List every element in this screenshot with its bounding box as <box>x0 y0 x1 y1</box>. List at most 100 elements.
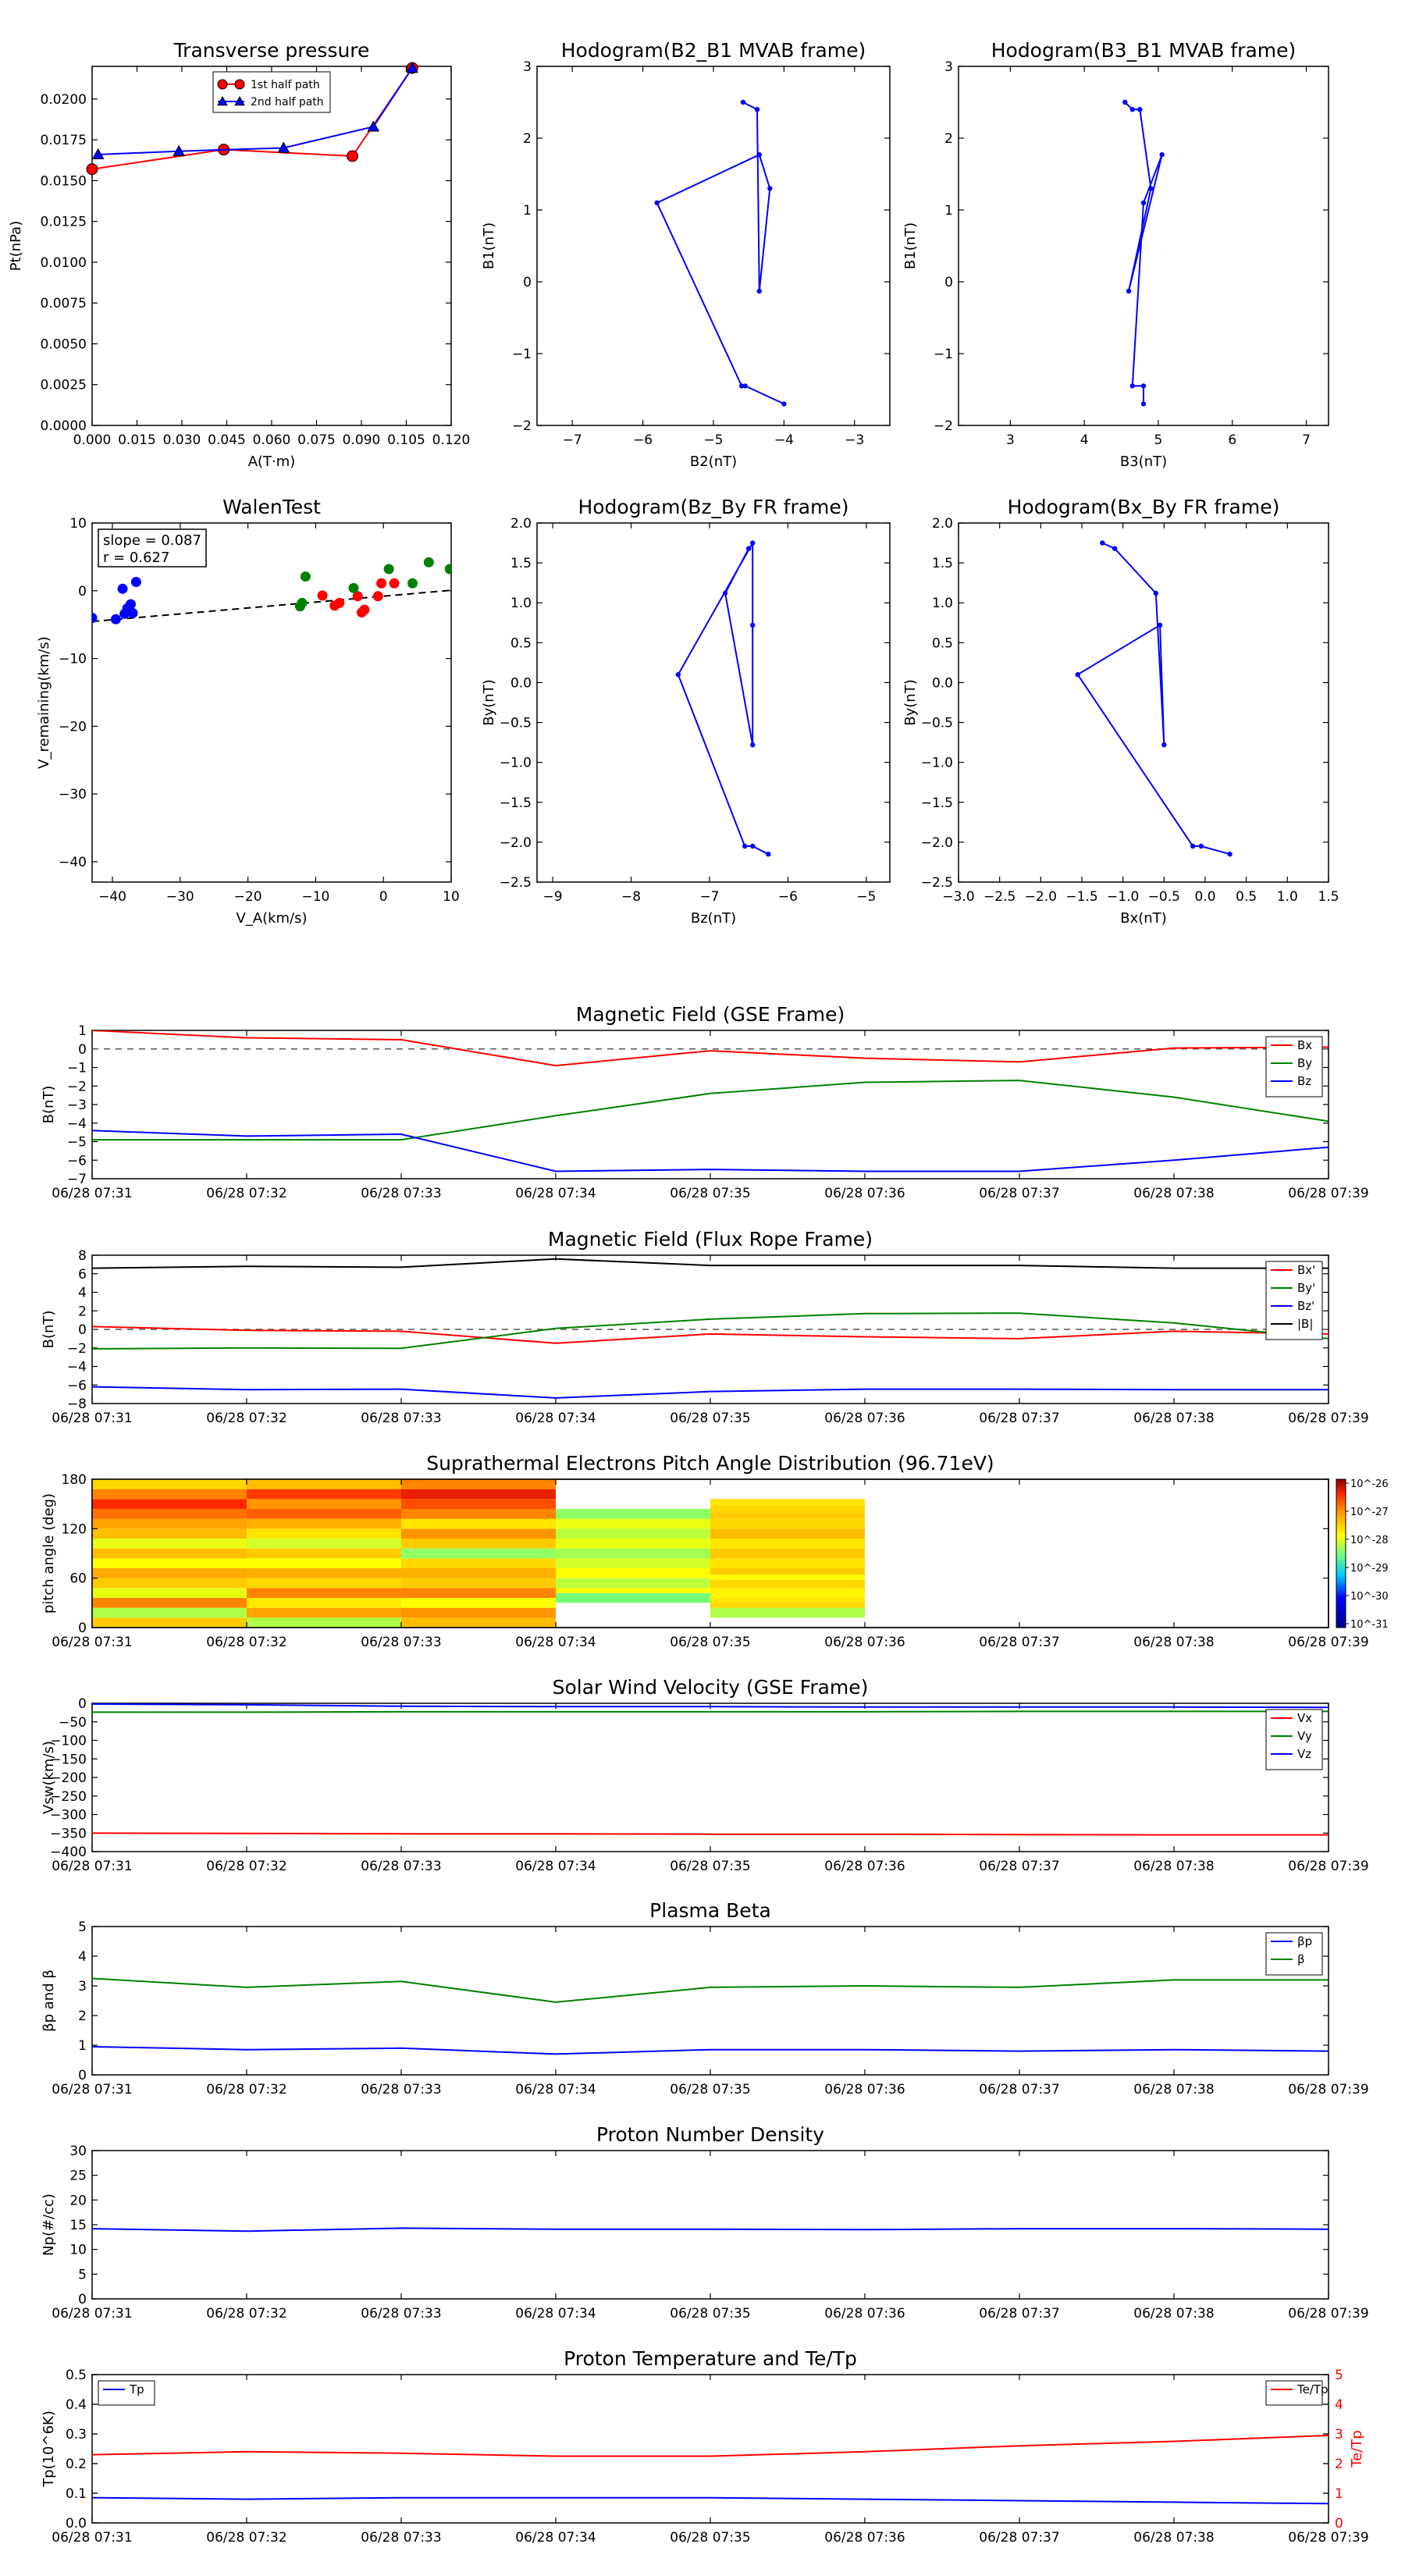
walen-data-point <box>92 613 98 624</box>
hodo4-ytick-label: −0.5 <box>921 716 953 731</box>
hodo2-title: Hodogram(B3_B1 MVAB frame) <box>991 39 1297 62</box>
hodo4-ytick-label: −1.0 <box>921 756 953 771</box>
legend-entry-label: Te/Tp <box>1297 2382 1329 2396</box>
temp-xtick-label: 06/28 07:35 <box>670 2530 750 2546</box>
walen-xtick-label: −40 <box>98 889 126 905</box>
pad-cell <box>710 1505 865 1513</box>
hodo3-data-point <box>750 622 756 628</box>
legend-entry-label: β <box>1297 1952 1305 1966</box>
pad-cell <box>401 1598 556 1608</box>
hodo3-axes-frame <box>536 522 891 883</box>
transverse-xtick-label: 0.105 <box>387 432 425 448</box>
mag_fr-legend: Bx' By' Bz' |B| <box>1265 1261 1323 1340</box>
hodo3-xtick-label: −7 <box>699 889 719 905</box>
walen-ytick-label: −30 <box>59 787 87 802</box>
pad-cell <box>401 1518 556 1529</box>
hodo4-xlabel: Bx(nT) <box>1120 910 1166 927</box>
hodo1-ytick-label: −1 <box>512 347 532 362</box>
pad-cell <box>556 1528 710 1539</box>
hodo2-data-point <box>1129 107 1135 112</box>
pad-cell <box>401 1578 556 1589</box>
hodo3-ytick-label: −0.5 <box>500 716 532 731</box>
np-axes-frame <box>91 2150 1329 2300</box>
beta-series-line <box>92 1977 1329 2003</box>
pad-cell <box>556 1588 710 1593</box>
mag_gse-ytick-label: 1 <box>78 1023 87 1039</box>
mag_gse-xtick-label: 06/28 07:37 <box>979 1186 1059 1201</box>
pad-cell <box>92 1499 247 1509</box>
walen-xtick-label: −10 <box>301 889 329 905</box>
walen-data-point <box>423 557 434 568</box>
hodo3-xtick-label: −6 <box>778 889 798 905</box>
hodo3-ytick-label: 1.5 <box>510 556 532 571</box>
hodo4-ytick-label: 1.5 <box>932 556 953 571</box>
pad-cell <box>710 1607 865 1618</box>
transverse-data-point <box>91 148 105 160</box>
pad-cell <box>247 1568 401 1578</box>
pad-cell <box>92 1539 247 1549</box>
walen-data-point <box>383 564 394 575</box>
beta-xtick-label: 06/28 07:39 <box>1288 2082 1368 2097</box>
mag_fr-xtick-label: 06/28 07:33 <box>361 1411 441 1426</box>
hodo3-chart: Hodogram(Bz_By FR frame) −2.5 −2.0 −1.5 −1.0… <box>481 496 891 927</box>
hodo2-data-point <box>1159 151 1165 158</box>
transverse-data-point <box>367 120 380 132</box>
transverse-data-point <box>173 144 186 156</box>
mag_gse-ytick-label: −4 <box>67 1116 87 1132</box>
temp-chart: Proton Temperature and Te/Tp 0.0 0.1 0.2 0.3… <box>41 2347 1369 2546</box>
pad-cell <box>710 1539 865 1549</box>
pad-xtick-label: 06/28 07:39 <box>1288 1635 1368 1650</box>
mag_gse-ytick-label: −1 <box>67 1061 87 1076</box>
hodo2-data-point <box>1122 99 1128 105</box>
pad-cell <box>710 1579 865 1589</box>
walen-data-point <box>317 590 328 601</box>
mag_fr-xtick-label: 06/28 07:32 <box>206 1411 286 1426</box>
hodo4-ytick-label: 0.5 <box>932 635 953 651</box>
mag_gse-xtick-label: 06/28 07:39 <box>1288 1186 1368 1201</box>
np-ytick-label: 0 <box>78 2292 87 2307</box>
hodo4-chart: Hodogram(Bx_By FR frame) −2.5 −2.0 −1.5 −1.0… <box>902 496 1339 927</box>
np-xtick-label: 06/28 07:34 <box>515 2306 596 2322</box>
mag_fr-xtick-label: 06/28 07:34 <box>515 1411 596 1426</box>
hodo2-series-line <box>1124 101 1163 404</box>
hodo1-xtick-label: −6 <box>633 432 653 448</box>
hodo1-ytick-label: 0 <box>523 275 532 290</box>
walen-data-point <box>130 577 141 588</box>
temp-series-line <box>92 2434 1329 2457</box>
hodo1-ytick-label: 2 <box>523 131 532 147</box>
legend-swatch-marker <box>217 79 228 90</box>
hodo2-data-point <box>1129 383 1135 389</box>
hodo2-xlabel: B3(nT) <box>1120 454 1167 470</box>
mag_fr-series-line <box>92 1325 1329 1344</box>
hodo3-data-point <box>750 843 756 849</box>
hodo3-ytick-label: −2.0 <box>500 835 532 851</box>
hodo2-ytick-label: 2 <box>944 131 953 147</box>
pad-cell <box>247 1578 401 1589</box>
mag_gse-title: Magnetic Field (GSE Frame) <box>576 1003 845 1026</box>
walen-data-point <box>334 597 345 608</box>
mag_fr-series-line <box>92 1312 1329 1350</box>
legend-entry-label: Tp <box>129 2382 144 2396</box>
walen-data-point <box>389 578 400 589</box>
pad-cell <box>92 1558 247 1568</box>
mag_fr-ytick-label: −8 <box>67 1397 87 1412</box>
hodo4-data-point <box>1161 742 1167 748</box>
mag_fr-axes-frame <box>91 1254 1329 1404</box>
walen-annotation-text: slope = 0.087 <box>103 532 201 549</box>
hodo1-xtick-label: −3 <box>845 432 864 448</box>
pad-cell <box>401 1568 556 1578</box>
mag_fr-xtick-label: 06/28 07:38 <box>1133 1411 1214 1426</box>
mag_fr-ytick-label: −4 <box>67 1360 87 1375</box>
hodo3-data-point <box>675 672 681 678</box>
hodo1-data-point <box>740 99 746 105</box>
colorbar-tick-label: 10^-29 <box>1350 1563 1389 1574</box>
hodo4-xtick-label: −0.5 <box>1148 889 1180 905</box>
pad-cell <box>92 1479 247 1489</box>
np-title: Proton Number Density <box>596 2123 824 2146</box>
beta-ytick-label: 3 <box>78 1979 87 1994</box>
mag_fr-ylabel: B(nT) <box>41 1311 57 1349</box>
temp-title: Proton Temperature and Te/Tp <box>564 2347 857 2370</box>
pad-ytick-label: 180 <box>62 1472 87 1488</box>
transverse-xtick-label: 0.075 <box>297 432 336 448</box>
